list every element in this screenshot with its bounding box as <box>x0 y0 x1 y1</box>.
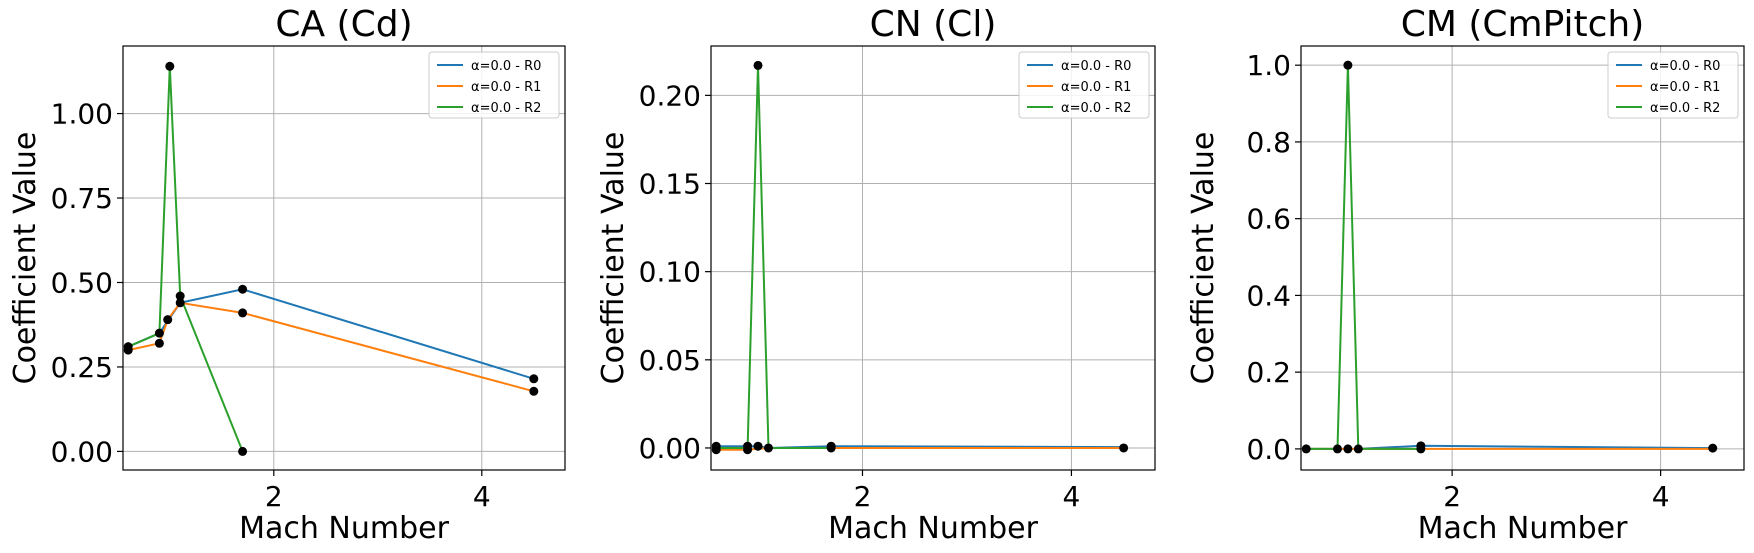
data-point <box>763 443 773 453</box>
y-tick-label: 0.0 <box>1246 433 1291 466</box>
legend-label-r1: α=0.0 - R1 <box>1061 80 1131 95</box>
data-point <box>238 284 248 294</box>
data-point <box>826 443 836 453</box>
series-line-r0 <box>127 288 535 380</box>
data-point <box>1708 443 1718 453</box>
x-tick-label: 2 <box>1443 480 1461 513</box>
data-point <box>1343 444 1353 454</box>
data-point <box>1343 60 1353 70</box>
legend-label-r0: α=0.0 - R0 <box>1650 59 1720 74</box>
data-point <box>163 315 173 325</box>
chart-panel-1: 2 4 0.00 0.25 0.50 0.75 1.00 CA (Cd) Mach Number… <box>8 4 566 546</box>
y-tick-label: 0.8 <box>1246 126 1291 159</box>
legend-label-r0: α=0.0 - R0 <box>471 59 541 74</box>
x-axis-label: Mach Number <box>239 511 449 546</box>
legend: α=0.0 - R0 α=0.0 - R1 α=0.0 - R2 <box>1018 51 1150 119</box>
chart-panel-2: 2 4 0.00 0.05 0.10 0.15 0.20 CN (Cl) Mach Number… <box>596 4 1156 546</box>
x-tick-label: 4 <box>473 480 491 513</box>
legend: α=0.0 - R0 α=0.0 - R1 α=0.0 - R2 <box>1607 51 1739 119</box>
legend-label-r1: α=0.0 - R1 <box>471 80 541 95</box>
y-tick-label: 0.25 <box>51 351 113 384</box>
data-point <box>1332 444 1342 454</box>
series-line-r2 <box>127 66 244 452</box>
chart-title: CN (Cl) <box>870 4 997 45</box>
y-tick-label: 0.10 <box>639 256 701 289</box>
legend-label-r2: α=0.0 - R2 <box>1650 101 1720 116</box>
legend-label-r1: α=0.0 - R1 <box>1650 80 1720 95</box>
y-tick-label: 0.50 <box>51 266 113 299</box>
x-tick-label: 4 <box>1652 480 1670 513</box>
legend-label-r0: α=0.0 - R0 <box>1061 59 1131 74</box>
data-point <box>529 374 539 384</box>
legend-box <box>1607 51 1739 119</box>
x-tick-label: 2 <box>265 480 283 513</box>
axes-frame <box>122 45 566 471</box>
y-axis-label: Coefficient Value <box>8 132 43 385</box>
chart-panel-3: 2 4 0.0 0.2 0.4 0.6 0.8 1.0 CM (CmPitch) Mach Num… <box>1186 4 1745 546</box>
y-axis-label: Coefficient Value <box>596 132 631 385</box>
data-point <box>165 61 175 71</box>
y-tick-label: 0.75 <box>51 182 113 215</box>
data-point <box>175 298 185 308</box>
data-point <box>1353 444 1363 454</box>
legend-box <box>1018 51 1150 119</box>
y-tick-label: 1.0 <box>1246 49 1291 82</box>
legend-box <box>428 51 560 119</box>
series-line-r0 <box>716 445 1124 450</box>
data-point <box>1301 444 1311 454</box>
data-point <box>753 441 763 451</box>
legend-label-r2: α=0.0 - R2 <box>1061 101 1131 116</box>
y-tick-label: 1.00 <box>51 98 113 131</box>
x-tick-label: 4 <box>1063 480 1081 513</box>
y-tick-label: 0.2 <box>1246 356 1291 389</box>
data-point <box>711 445 721 455</box>
y-tick-label: 0.00 <box>639 432 701 465</box>
series-line-r2 <box>1306 65 1421 450</box>
y-tick-label: 0.00 <box>51 435 113 468</box>
chart-title: CM (CmPitch) <box>1401 4 1645 45</box>
data-point <box>529 386 539 396</box>
data-point <box>175 291 185 301</box>
data-point <box>238 308 248 318</box>
data-point <box>154 338 164 348</box>
x-tick-label: 2 <box>854 480 872 513</box>
y-axis-label: Coefficient Value <box>1186 132 1221 385</box>
y-tick-label: 0.15 <box>639 168 701 201</box>
series-line-r2 <box>716 65 832 449</box>
y-tick-label: 0.4 <box>1246 279 1291 312</box>
data-point <box>123 345 133 355</box>
axes-frame <box>1300 45 1745 471</box>
y-tick-label: 0.6 <box>1246 203 1291 236</box>
legend-label-r2: α=0.0 - R2 <box>471 101 541 116</box>
data-point <box>1416 444 1426 454</box>
data-point <box>238 446 248 456</box>
x-axis-label: Mach Number <box>1418 511 1628 546</box>
data-point <box>743 445 753 455</box>
data-point <box>154 328 164 338</box>
y-tick-label: 0.20 <box>639 79 701 112</box>
data-point <box>1119 443 1129 453</box>
x-axis-label: Mach Number <box>828 511 1038 546</box>
series-line-r1 <box>127 301 535 393</box>
series-line-r1 <box>716 447 1124 451</box>
y-tick-label: 0.05 <box>639 344 701 377</box>
chart-title: CA (Cd) <box>275 4 412 45</box>
axes-frame <box>710 45 1156 471</box>
legend: α=0.0 - R0 α=0.0 - R1 α=0.0 - R2 <box>428 51 560 119</box>
data-point <box>753 60 763 70</box>
